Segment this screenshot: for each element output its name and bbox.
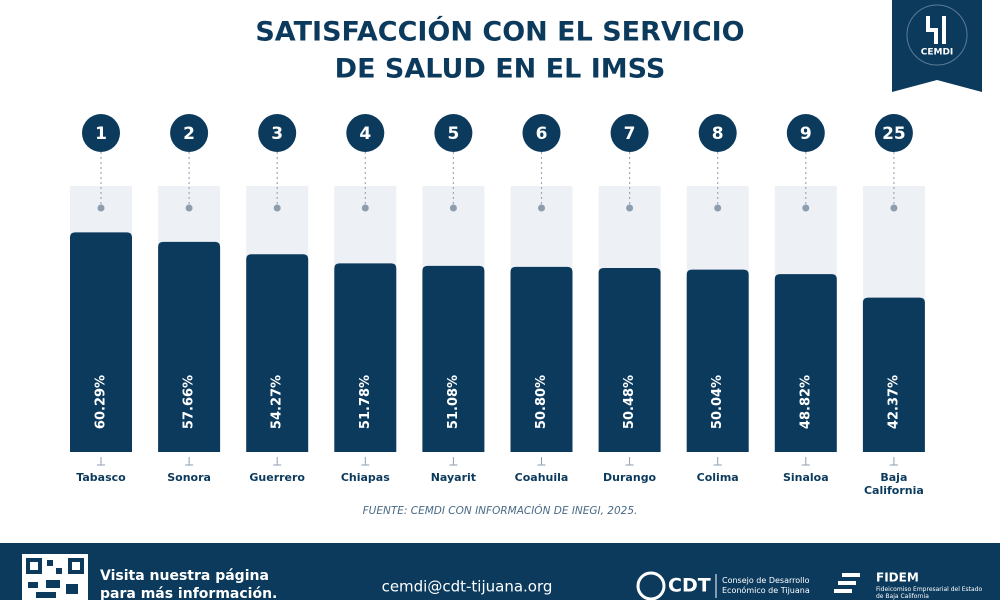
- bar: [686, 269, 749, 452]
- email: cemdi@cdt-tijuana.org: [382, 578, 553, 596]
- source: FUENTE: CEMDI CON INFORMACIÓN DE INEGI, …: [363, 504, 638, 517]
- x-tick-label: Baja California: [863, 471, 924, 497]
- rank-label: 5: [447, 124, 459, 144]
- value-label: 50.04%: [710, 375, 725, 429]
- connector-dot: [273, 204, 281, 212]
- rank-label: 9: [800, 124, 812, 144]
- logo-badge: [892, 0, 982, 92]
- rank-label: 25: [882, 124, 906, 144]
- connector-dot: [802, 204, 810, 212]
- value-label: 42.37%: [886, 375, 901, 429]
- fidem-logo: [834, 573, 860, 593]
- value-label: 48.82%: [798, 375, 813, 429]
- bar: [862, 297, 925, 452]
- connector-dot: [626, 204, 634, 212]
- connector-dot: [714, 204, 722, 212]
- cdt-logo: [636, 571, 666, 600]
- chart-title: DE SALUD EN EL IMSS: [335, 54, 666, 85]
- rank-label: 1: [95, 124, 107, 144]
- rank-badge: [610, 114, 649, 152]
- rank-badge: [170, 114, 209, 152]
- connector-dot: [449, 204, 457, 212]
- rank-label: 4: [359, 124, 371, 144]
- logo-ring: [906, 4, 968, 66]
- bar: [774, 274, 837, 452]
- qr-code: [22, 554, 88, 600]
- rank-label: 6: [536, 124, 548, 144]
- bar: [158, 241, 221, 452]
- cdt-name: CDT: [668, 575, 711, 597]
- x-tick-label: Chiapas: [340, 471, 390, 484]
- value-label: 50.48%: [622, 375, 637, 429]
- bar: [70, 232, 132, 452]
- rank-badge: [258, 114, 297, 152]
- rank-badge: [522, 114, 561, 152]
- footer-band: [0, 543, 1000, 600]
- value-label: 50.80%: [534, 375, 549, 429]
- bar: [598, 268, 661, 452]
- connector-dot: [97, 204, 105, 212]
- bar: [510, 266, 573, 452]
- rank-label: 8: [712, 124, 724, 144]
- bar: [246, 254, 309, 452]
- bar: [334, 263, 397, 452]
- logo-text: CEMDI: [921, 48, 954, 58]
- fidem-name: FIDEM: [876, 571, 919, 585]
- x-tick-label: Durango: [603, 471, 657, 484]
- rank-label: 3: [271, 124, 283, 144]
- value-label: 51.08%: [446, 375, 461, 429]
- rank-label: 7: [624, 124, 636, 144]
- x-tick-label: Tabasco: [76, 471, 126, 484]
- connector-dot: [185, 204, 193, 212]
- x-tick-label: Colima: [696, 471, 739, 484]
- logo-mark: [926, 16, 946, 44]
- x-tick-label: Sinaloa: [782, 471, 829, 484]
- visit-text: Visita nuestra página para más informaci…: [100, 568, 278, 600]
- rank-badge: [698, 114, 737, 152]
- bar: [422, 265, 485, 452]
- rank-badge: [346, 114, 385, 152]
- value-label: 57.66%: [182, 375, 197, 429]
- x-tick-label: Nayarit: [430, 471, 477, 484]
- connector-dot: [361, 204, 369, 212]
- value-label: 54.27%: [270, 375, 285, 429]
- x-tick-label: Sonora: [167, 471, 211, 484]
- rank-badge: [434, 114, 473, 152]
- rank-badge: [874, 114, 913, 152]
- connector-dot: [538, 204, 545, 212]
- value-label: 60.29%: [94, 375, 109, 429]
- cdt-full-name: Consejo de Desarrollo Económico de Tijua…: [722, 576, 810, 595]
- connector-dot: [890, 204, 898, 212]
- rank-badge: [82, 114, 120, 152]
- x-tick-label: Guerrero: [249, 471, 305, 484]
- chart-title: SATISFACCIÓN CON EL SERVICIO: [255, 16, 744, 48]
- rank-label: 2: [183, 124, 195, 144]
- fidem-full-name: Fideicomiso Empresarial del Estado de Ba…: [876, 586, 983, 600]
- value-label: 51.78%: [358, 375, 373, 429]
- x-tick-label: Coahuila: [514, 471, 569, 484]
- rank-badge: [786, 114, 825, 152]
